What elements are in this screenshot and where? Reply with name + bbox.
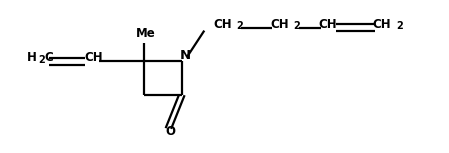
Text: 2: 2 [38, 55, 45, 65]
Text: C: C [44, 51, 53, 64]
Text: CH: CH [213, 18, 232, 31]
Text: CH: CH [84, 51, 103, 64]
Text: O: O [166, 125, 176, 138]
Text: Me: Me [136, 27, 156, 40]
Text: CH: CH [318, 18, 337, 31]
Text: H: H [27, 51, 37, 64]
Text: 2: 2 [294, 21, 300, 32]
Text: 2: 2 [237, 21, 243, 32]
Text: CH: CH [372, 18, 391, 31]
Text: 2: 2 [396, 21, 403, 32]
Text: N: N [180, 49, 191, 62]
Text: CH: CH [270, 18, 289, 31]
